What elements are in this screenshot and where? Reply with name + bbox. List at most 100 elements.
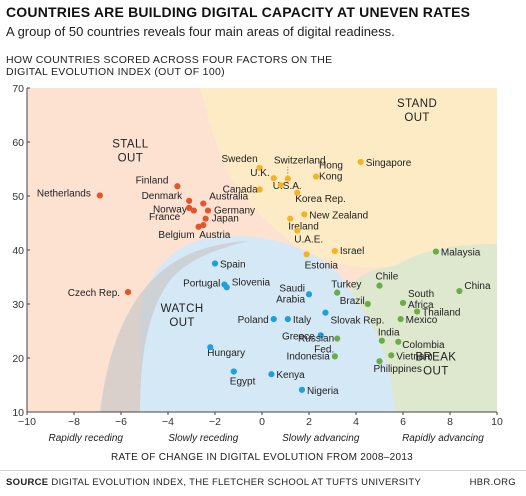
data-point [200,222,207,229]
zone-transition-band [100,241,248,412]
data-point [305,291,313,298]
data-point [298,386,306,393]
chart-subtitle: A group of 50 countries reveals four mai… [6,24,395,39]
country-label: Estonia [305,260,339,271]
country-label: Egypt [230,377,256,388]
country-label: Australia [209,192,248,203]
x-tick-label: 4 [353,416,359,428]
country-label: Mexico [406,315,438,326]
source-text: DIGITAL EVOLUTION INDEX, THE FLETCHER SC… [51,477,422,488]
y-tick-label: 40 [12,245,24,257]
x-tick-label: −10 [18,416,36,428]
data-point [322,309,329,316]
country-label: Austria [199,230,231,241]
country-label: Nigeria [307,386,339,397]
data-point [223,284,230,291]
data-point [364,300,371,308]
data-point [270,175,277,182]
country-label: Japan [212,214,239,225]
data-point [284,175,291,182]
data-point [96,192,103,199]
country-label: Russian [298,334,334,345]
data-point [414,308,421,315]
data-point [186,204,193,211]
country-label: Korea Rep. [295,194,346,205]
zone-label: STAND [397,98,437,110]
country-label: Canada [223,185,258,196]
data-point [432,248,439,255]
x-tick-label: 8 [447,416,453,428]
country-label: Finland [136,175,169,186]
data-point [268,371,275,378]
country-label: Fed. [314,345,334,356]
data-point [211,260,219,267]
zone-backgrounds [27,88,497,412]
x-tick-label: 10 [491,416,503,428]
country-label: Kong [319,172,342,183]
country-label: New Zealand [309,210,368,221]
y-tick-label: 20 [12,353,24,365]
data-point [334,289,341,296]
country-label: Thailand [422,308,460,319]
data-point [376,358,383,365]
country-label: U.K. [250,168,269,179]
x-descriptor-label: Rapidly receding [49,433,124,444]
country-label: Turkey [331,280,361,291]
zone-stand-out-area [200,88,497,268]
data-point [294,189,301,196]
data-point [312,173,320,180]
data-point [230,368,237,375]
data-point [331,247,338,255]
country-label: Switzerland [274,156,326,167]
data-point [331,353,338,360]
source-note: SOURCE DIGITAL EVOLUTION INDEX, THE FLET… [6,477,421,488]
data-point [186,197,193,204]
data-point [204,207,212,214]
zone-label: OUT [118,152,143,164]
data-point [270,316,277,323]
source-label: SOURCE [6,477,49,488]
x-tick-label: −4 [162,416,174,428]
y-axis-title: HOW COUNTRIES SCORED ACROSS FOUR FACTORS… [6,54,333,78]
zone-label: WATCH [161,303,204,315]
country-label: Belgium [158,230,194,241]
country-label: Colombia [402,340,445,351]
zone-label: OUT [169,317,194,329]
x-tick-label: −8 [68,416,80,428]
country-label: South [408,289,434,300]
data-point [334,335,341,342]
x-tick-label: −2 [209,416,221,428]
country-label: China [464,281,491,292]
data-point [399,299,407,307]
country-label: Netherlands [37,188,91,199]
country-label: Malaysia [441,248,481,259]
zone-break-out-area [351,244,497,412]
zone-label: OUT [404,112,429,124]
data-point [174,183,181,190]
country-label: Indonesia [286,351,330,362]
data-point [202,215,209,222]
data-point [277,182,284,189]
country-label: Philippines [374,364,422,375]
data-point [317,332,324,339]
country-label: Arabia [276,294,305,305]
x-axis-title: RATE OF CHANGE IN DIGITAL EVOLUTION FROM… [111,452,413,463]
zone-label: BREAK [415,352,456,364]
x-descriptor-label: Slowly advancing [282,433,360,444]
data-point [195,223,202,230]
x-descriptor-label: Rapidly advancing [402,433,484,444]
zone-label: OUT [423,366,448,378]
country-label: Hong [319,161,343,172]
country-label: Poland [238,315,269,326]
data-point [287,215,294,222]
data-point [200,200,207,207]
x-descriptor-label: Slowly receding [168,433,238,444]
country-label: Denmark [142,191,184,202]
data-point [284,316,291,323]
data-point [294,227,301,234]
country-label: Slovenia [232,277,271,288]
country-label: Chile [376,272,399,283]
data-point [256,186,263,193]
country-label: Portugal [183,279,220,290]
